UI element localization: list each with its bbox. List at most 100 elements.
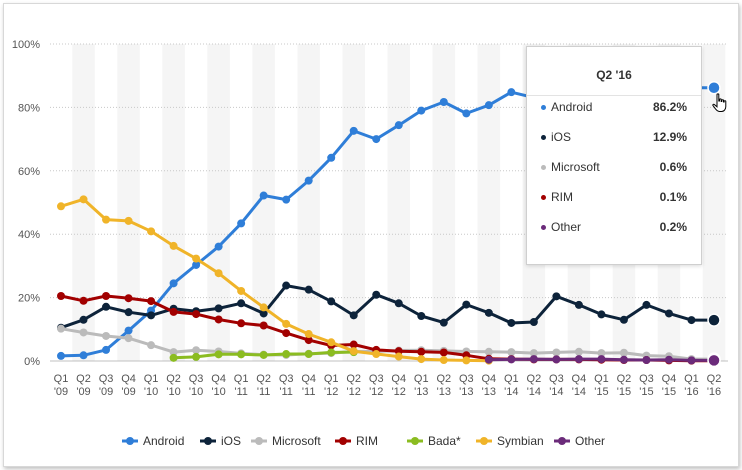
- data-point: [259, 321, 268, 330]
- legend-label: RIM: [356, 434, 378, 448]
- data-point: [642, 356, 651, 365]
- data-point: [597, 349, 606, 358]
- data-point: [439, 348, 448, 357]
- data-point: [79, 328, 88, 337]
- data-point: [147, 311, 156, 320]
- data-point: [552, 348, 561, 357]
- legend-marker: [558, 437, 566, 445]
- data-point: [214, 269, 223, 278]
- data-point: [147, 297, 156, 306]
- data-point: [237, 286, 246, 295]
- x-tick-label: Q3'14: [549, 373, 564, 398]
- data-point: [529, 355, 538, 364]
- x-tick-label: Q2'15: [617, 373, 632, 398]
- data-point: [282, 281, 291, 290]
- y-tick-label: 0%: [24, 356, 40, 368]
- x-tick-label: Q4'11: [301, 373, 316, 398]
- x-tick-label: Q2'14: [527, 373, 542, 398]
- data-point: [214, 315, 223, 324]
- tooltip-series-value: 0.6%: [659, 160, 687, 174]
- column-band: [162, 44, 185, 361]
- column-band: [117, 44, 140, 361]
- data-point: [707, 313, 721, 327]
- legend-marker: [204, 437, 212, 445]
- data-point: [349, 311, 358, 320]
- data-point: [372, 135, 381, 144]
- x-tick-label: Q4'14: [572, 373, 587, 398]
- legend-label: Microsoft: [272, 434, 321, 448]
- data-point: [282, 329, 291, 338]
- data-point: [169, 348, 178, 357]
- x-tick-label: Q2'10: [166, 373, 181, 398]
- tooltip-series-name: Other: [551, 220, 582, 234]
- data-point: [349, 126, 358, 135]
- x-tick-label: Q1'16: [684, 373, 699, 398]
- column-band: [207, 44, 230, 361]
- data-point: [79, 195, 88, 204]
- series-dot-icon: [541, 165, 546, 170]
- x-tick-label: Q4'12: [391, 373, 406, 398]
- data-point: [574, 355, 583, 364]
- x-tick-label: Q3'09: [99, 373, 114, 398]
- series-symbian: [57, 195, 493, 365]
- x-tick-label: Q1'09: [54, 373, 69, 398]
- data-point: [169, 353, 178, 362]
- data-point: [552, 292, 561, 301]
- series-dot-icon: [541, 135, 546, 140]
- data-point: [169, 307, 178, 316]
- tooltip-series-name: Android: [551, 100, 593, 114]
- y-tick-label: 40%: [18, 229, 40, 241]
- data-point: [124, 334, 133, 343]
- series-other: [484, 353, 721, 368]
- tooltip-series-value: 12.9%: [652, 130, 687, 144]
- data-point: [619, 355, 628, 364]
- data-point: [124, 326, 133, 335]
- y-tick-label: 100%: [12, 39, 40, 51]
- data-point: [327, 297, 336, 306]
- series-bada: [169, 348, 358, 362]
- x-tick-label: Q4'15: [662, 373, 677, 398]
- data-point: [79, 315, 88, 324]
- x-tick-label: Q3'11: [279, 373, 294, 398]
- data-point: [304, 350, 313, 359]
- x-tick-label: Q3'10: [189, 373, 204, 398]
- data-point: [349, 347, 358, 356]
- data-point: [102, 331, 111, 340]
- data-point: [57, 292, 65, 301]
- column-band: [702, 44, 726, 361]
- data-point: [102, 292, 111, 301]
- data-point: [304, 176, 313, 185]
- legend-label: Other: [575, 434, 605, 448]
- data-point: [192, 254, 201, 263]
- x-tick-label: Q1'14: [504, 373, 519, 398]
- y-axis-ticks: 0% 20% 40% 60% 80% 100%: [12, 39, 40, 368]
- legend-label: iOS: [221, 434, 241, 448]
- data-point: [597, 310, 606, 319]
- x-tick-label: Q2'11: [256, 373, 271, 398]
- data-point: [687, 316, 696, 325]
- legend: Android iOS Microsoft RIM Bada* Symbian Other: [122, 434, 605, 448]
- data-point: [57, 202, 65, 211]
- legend-marker: [411, 437, 419, 445]
- data-point: [304, 330, 313, 339]
- data-point: [417, 311, 426, 320]
- y-tick-label: 20%: [18, 293, 40, 305]
- data-point: [664, 309, 673, 318]
- tooltip-title: Q2 '16: [596, 68, 632, 82]
- data-point: [57, 324, 65, 333]
- data-point: [462, 356, 471, 365]
- data-point: [259, 191, 268, 200]
- column-band: [387, 44, 411, 361]
- legend-label: Android: [143, 434, 184, 448]
- data-point: [237, 319, 246, 328]
- data-point: [507, 318, 516, 327]
- data-point: [484, 347, 493, 356]
- data-point: [462, 109, 471, 118]
- data-point: [507, 88, 516, 97]
- data-point: [259, 350, 268, 359]
- data-point: [484, 308, 493, 317]
- data-point: [349, 340, 358, 349]
- data-point: [124, 216, 133, 225]
- data-point: [237, 219, 246, 228]
- data-point: [439, 356, 448, 365]
